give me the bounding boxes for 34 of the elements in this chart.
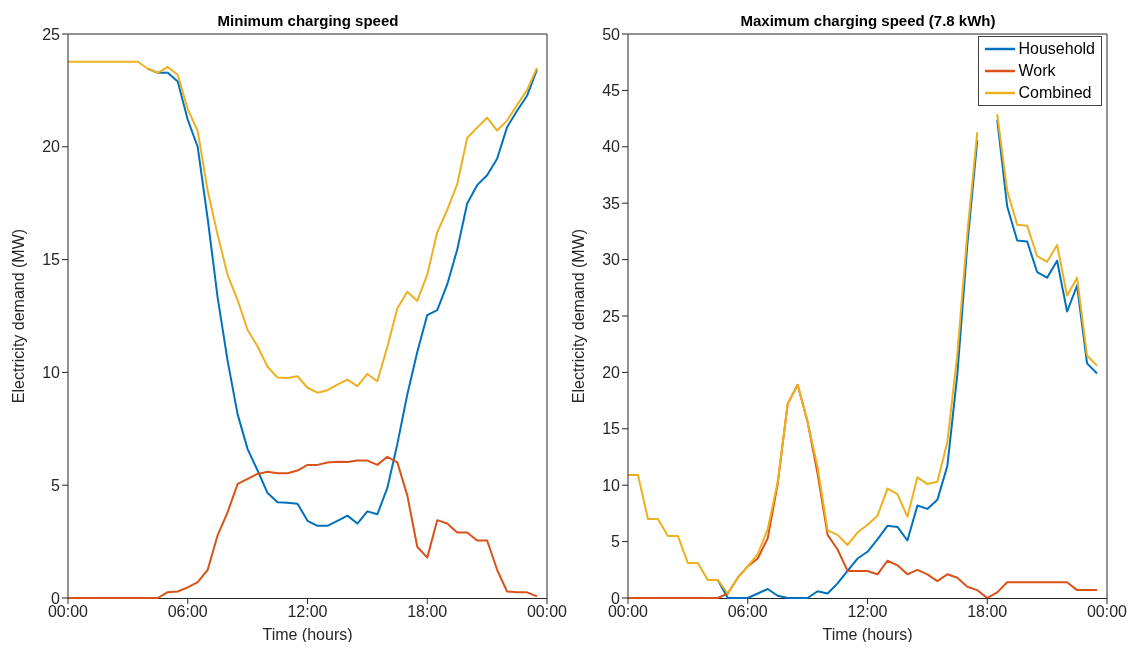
y-tick-label: 25 [42,25,61,43]
line-series [67,60,539,394]
x-tick-label: 00:00 [526,603,568,621]
y-tick-label: 5 [611,533,621,551]
chart-title: Minimum charging speed [216,12,400,29]
chart-title: Maximum charging speed (7.8 kWh) [739,12,997,29]
y-tick-label: 15 [42,251,61,269]
y-tick-label: 40 [602,138,621,156]
y-tick-label: 45 [602,82,621,100]
y-tick-label: 30 [602,251,621,269]
x-tick-label: 18:00 [407,603,448,621]
x-tick-label: 12:00 [287,603,328,621]
x-tick-label: 06:00 [167,603,208,621]
x-tick-label: 00:00 [607,603,649,621]
y-tick-label: 5 [51,476,61,494]
line-series [67,455,539,599]
x-tick-label: 18:00 [967,603,1008,621]
legend-label: Combined [1018,83,1092,103]
y-axis-title: Electricity demand (MW) [9,228,27,404]
y-tick-label: 25 [602,307,621,325]
y-tick-label: 20 [602,364,621,382]
x-tick-label: 06:00 [727,603,768,621]
legend-label: Household [1018,39,1095,59]
x-tick-label: 00:00 [47,603,89,621]
y-tick-label: 10 [42,364,61,382]
y-tick-label: 50 [602,25,621,43]
y-tick-label: 10 [602,476,621,494]
legend-label: Work [1018,61,1056,81]
y-tick-label: 15 [602,420,621,438]
y-tick-label: 20 [42,138,61,156]
x-tick-label: 00:00 [1086,603,1128,621]
x-tick-label: 12:00 [847,603,888,621]
y-axis-title: Electricity demand (MW) [569,228,587,404]
y-tick-label: 35 [602,194,621,212]
